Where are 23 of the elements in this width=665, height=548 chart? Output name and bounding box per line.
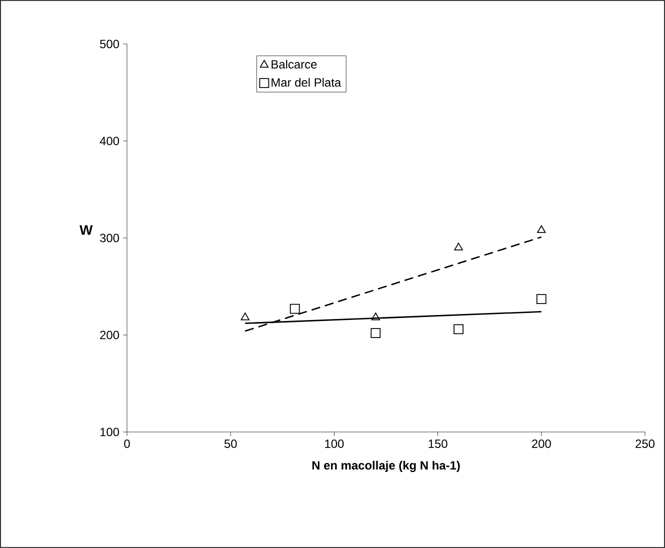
- point: [370, 328, 381, 338]
- y-tick-label: 200: [100, 330, 120, 340]
- y-tick-label: 300: [100, 234, 120, 242]
- point: [290, 304, 300, 314]
- point: [454, 324, 464, 334]
- point: [240, 312, 250, 320]
- y-axis-title: W: [80, 225, 93, 235]
- point: [537, 225, 546, 233]
- legend-label: Balcarce: [272, 60, 317, 69]
- point: [371, 312, 380, 320]
- x-tick-label: 100: [325, 440, 344, 448]
- x-axis-title: N en macollaje (kg N ha-1): [312, 460, 460, 472]
- point: [536, 294, 546, 304]
- y-tick-label: 400: [100, 136, 120, 146]
- x-tick-label: 150: [428, 440, 448, 448]
- x-tick-label: 200: [532, 440, 551, 448]
- x-tick-label: 0: [124, 440, 130, 448]
- y-tick-label: 500: [100, 40, 120, 48]
- x-tick-label: 250: [636, 440, 655, 448]
- x-tick-label: 50: [224, 440, 237, 448]
- y-tick-label: 100: [100, 428, 120, 436]
- legend-label: Mar del Plata: [272, 78, 342, 87]
- point: [454, 242, 463, 250]
